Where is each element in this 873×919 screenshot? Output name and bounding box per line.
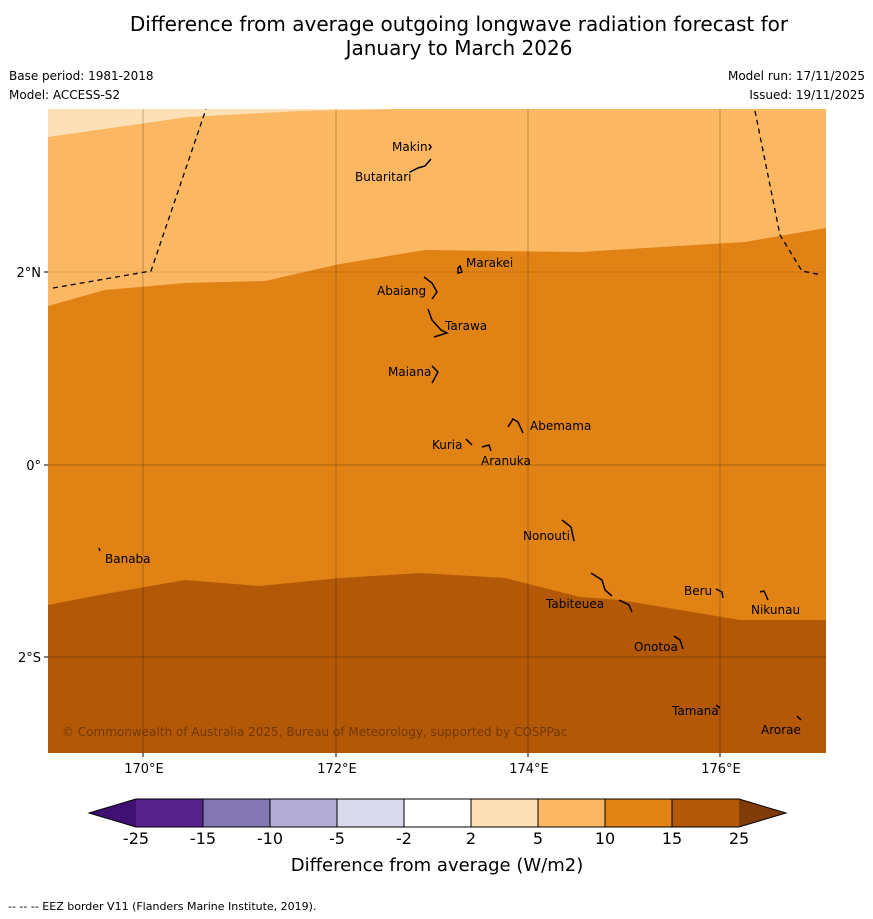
place-label: Arorae bbox=[761, 723, 801, 737]
colorbar-tick-label: -2 bbox=[396, 829, 412, 848]
beru-island bbox=[715, 588, 724, 599]
colorbar-swatch bbox=[203, 799, 270, 827]
place-labels: Makin Butaritari Marakei Abaiang Tarawa … bbox=[105, 140, 801, 737]
lon-tick-label: 176°E bbox=[701, 762, 741, 777]
butaritari-island bbox=[409, 158, 432, 173]
place-label: Tabiteuea bbox=[545, 597, 604, 611]
lat-tick-label: 0° bbox=[26, 459, 41, 474]
place-label: Beru bbox=[684, 584, 712, 598]
base-period: Base period: 1981-2018 bbox=[9, 69, 154, 83]
place-label: Marakei bbox=[466, 256, 513, 270]
lon-tick-label: 174°E bbox=[509, 762, 549, 777]
nonouti-island bbox=[561, 519, 575, 542]
place-label: Onotoa bbox=[634, 640, 678, 654]
colorbar-tick-label: 15 bbox=[662, 829, 682, 848]
issued-date: Issued: 19/11/2025 bbox=[749, 88, 865, 102]
title-line-1: Difference from average outgoing longwav… bbox=[129, 12, 789, 36]
colorbar-tick-label: 10 bbox=[595, 829, 615, 848]
colorbar-swatch bbox=[538, 799, 605, 827]
eez-border bbox=[52, 108, 823, 289]
arorae-island bbox=[796, 715, 802, 721]
colorbar-tick-label: 2 bbox=[466, 829, 476, 848]
abaiang-island bbox=[423, 276, 438, 300]
place-label: Abaiang bbox=[377, 284, 426, 298]
tarawa-island bbox=[427, 308, 450, 338]
colorbar-tick-label: 5 bbox=[533, 829, 543, 848]
place-label: Makin bbox=[392, 140, 428, 154]
tamana-island bbox=[715, 704, 721, 709]
longitude-ticks: 170°E 172°E 174°E 176°E bbox=[124, 753, 741, 777]
islands bbox=[98, 143, 802, 721]
colorbar-swatch bbox=[672, 799, 739, 827]
colorbar-swatch bbox=[471, 799, 538, 827]
place-label: Aranuka bbox=[481, 454, 531, 468]
tabiteuea-south-island bbox=[618, 599, 633, 613]
lon-tick-label: 170°E bbox=[124, 762, 164, 777]
colorbar-extend-high bbox=[739, 799, 786, 827]
colorbar-tick-label: -25 bbox=[123, 829, 149, 848]
eez-footnote: -- -- -- EEZ border V11 (Flanders Marine… bbox=[8, 900, 317, 913]
place-label: Tarawa bbox=[444, 319, 487, 333]
abemama-island bbox=[507, 417, 524, 434]
makin-island bbox=[428, 143, 432, 151]
lat-tick-label: 2°S bbox=[18, 651, 41, 666]
place-label: Nikunau bbox=[751, 603, 800, 617]
maiana-island bbox=[431, 365, 439, 384]
title-line-2: January to March 2026 bbox=[345, 36, 573, 60]
colorbar-tick-label: -10 bbox=[257, 829, 283, 848]
colorbar-tick-label: -15 bbox=[190, 829, 216, 848]
colorbar: -25 -15 -10 -5 -2 2 5 10 15 25 Differenc… bbox=[87, 798, 788, 876]
place-label: Banaba bbox=[105, 552, 151, 566]
band-5-10 bbox=[48, 109, 826, 306]
graticule bbox=[48, 109, 826, 753]
band-2-5 bbox=[48, 109, 400, 137]
lat-tick-label: 2°N bbox=[17, 266, 42, 281]
place-label: Tamana bbox=[671, 704, 719, 718]
lon-tick-label: 172°E bbox=[317, 762, 357, 777]
model-name: Model: ACCESS-S2 bbox=[9, 88, 121, 102]
tabiteuea-island bbox=[590, 572, 613, 597]
colorbar-tick-label: -5 bbox=[329, 829, 345, 848]
place-label: Butaritari bbox=[355, 170, 412, 184]
latitude-ticks: 2°N 0° 2°S bbox=[17, 266, 48, 666]
place-label: Maiana bbox=[388, 365, 431, 379]
banaba-island bbox=[98, 547, 101, 552]
meta-left: Base period: 1981-2018 Model: ACCESS-S2 bbox=[9, 69, 154, 107]
nikunau-island bbox=[759, 590, 769, 601]
colorbar-swatch bbox=[404, 799, 471, 827]
meta-right: Model run: 17/11/2025 Issued: 19/11/2025 bbox=[728, 69, 865, 107]
colorbar-swatch bbox=[337, 799, 404, 827]
colorbar-extend-low bbox=[89, 799, 136, 827]
place-label: Nonouti bbox=[523, 529, 570, 543]
aranuka-island bbox=[481, 444, 492, 452]
map-title: Difference from average outgoing longwav… bbox=[0, 12, 873, 60]
colorbar-swatch bbox=[136, 799, 203, 827]
place-label: Kuria bbox=[432, 438, 463, 452]
colorbar-tick-label: 25 bbox=[729, 829, 749, 848]
colorbar-swatch bbox=[270, 799, 337, 827]
model-run: Model run: 17/11/2025 bbox=[727, 69, 865, 83]
colorbar-swatch bbox=[605, 799, 672, 827]
place-label: Abemama bbox=[530, 419, 591, 433]
onotoa-island bbox=[673, 635, 684, 650]
copyright-notice: © Commonwealth of Australia 2025, Bureau… bbox=[62, 725, 567, 739]
marakei-island bbox=[457, 264, 463, 274]
anomaly-field bbox=[48, 109, 826, 753]
colorbar-label: Difference from average (W/m2) bbox=[291, 855, 583, 876]
kuria-island bbox=[465, 438, 473, 446]
